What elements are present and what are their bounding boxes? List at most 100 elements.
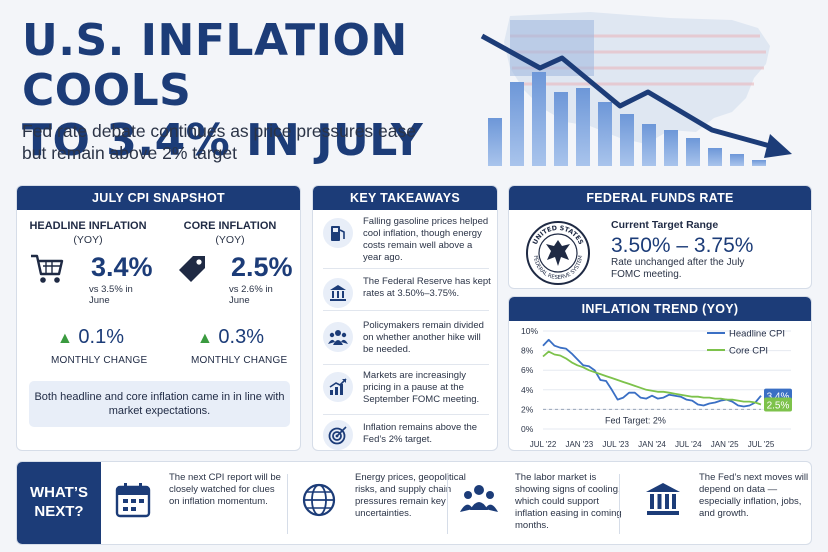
target-icon — [328, 426, 347, 445]
series-line-core — [542, 350, 762, 406]
core-inflation-card: CORE INFLATION (YOY) 2.5% vs 2.6% in Jun… — [165, 220, 295, 366]
globe-icon — [302, 483, 336, 517]
takeaway-item: Falling gasoline prices helped cool infl… — [323, 216, 493, 264]
next-item: Energy prices, geopolitical risks, and s… — [299, 472, 474, 536]
x-tick-label: JUL '23 — [602, 440, 629, 449]
headline-inflation-card: HEADLINE INFLATION (YOY) 3.4% vs 3.5% in… — [23, 220, 153, 366]
core-monthly-value: 0.3% — [218, 326, 264, 348]
whats-next-title: WHAT’S NEXT? — [17, 462, 101, 544]
takeaway-item: Inflation remains above the Fed’s 2% tar… — [323, 420, 493, 470]
inflation-trend-chart: 0% 2% 4% 6% 8% 10% JUL '22 JAN '23 JUL '23 JAN '2… — [521, 326, 792, 449]
takeaway-text: The Federal Reserve has kept rates at 3.… — [363, 276, 491, 299]
y-tick-label: 6% — [521, 365, 534, 375]
next-item: The Fed’s next moves will depend on data… — [643, 472, 818, 536]
divider — [287, 474, 288, 534]
y-tick-label: 2% — [521, 404, 534, 414]
legend-label: Core CPI — [729, 346, 768, 357]
next-item-text: The Fed’s next moves will depend on data… — [699, 472, 809, 519]
inflation-trend-panel: INFLATION TREND (YOY) 0% 2% 4% 6% 8% 10% JUL '… — [508, 296, 812, 451]
x-tick-label: JAN '24 — [638, 440, 666, 449]
title-line-2: TO 3.4% IN JULY — [22, 115, 424, 166]
core-inflation-label: CORE INFLATION — [183, 220, 277, 232]
fed-rate-label: Current Target Range — [611, 219, 719, 231]
takeaway-item: Policymakers remain divided on whether a… — [323, 320, 493, 368]
fed-rate-value: 3.50% – 3.75% — [611, 234, 754, 257]
end-value-label: 3.4% — [767, 392, 790, 403]
end-value-label: 2.5% — [767, 401, 790, 412]
headline-monthly-change: ▲ 0.1% — [57, 326, 124, 349]
up-triangle-icon: ▲ — [57, 330, 73, 347]
divider — [323, 268, 489, 269]
core-monthly-label: MONTHLY CHANGE — [191, 355, 288, 366]
subtitle-line-2: but remain above 2% target — [22, 143, 237, 163]
chart-title: INFLATION TREND — [581, 302, 699, 316]
takeaway-text: Policymakers remain divided on whether a… — [363, 320, 484, 355]
gas-pump-icon — [331, 226, 345, 241]
federal-funds-rate-title: FEDERAL FUNDS RATE — [509, 186, 811, 210]
calendar-icon — [115, 483, 151, 518]
y-tick-label: 0% — [521, 424, 534, 434]
inflation-trend-title: INFLATION TREND (YOY) — [509, 297, 811, 321]
people-icon — [328, 330, 348, 345]
x-tick-label: JAN '23 — [565, 440, 593, 449]
rising-chart-icon — [329, 378, 347, 395]
legend-label: Headline CPI — [729, 329, 785, 340]
takeaway-text: Falling gasoline prices helped cool infl… — [363, 216, 489, 263]
federal-reserve-seal-icon: UNITED STATES FEDERAL RESERVE SYSTEM — [526, 221, 590, 285]
y-tick-label: 10% — [521, 326, 538, 336]
x-tick-label: JUL '24 — [675, 440, 702, 449]
takeaway-item: Markets are increasingly pricing in a pa… — [323, 370, 493, 418]
next-item: The labor market is showing signs of coo… — [459, 472, 634, 536]
fed-rate-note: Rate unchanged after the July FOMC meeti… — [611, 257, 745, 280]
headline-inflation-sub: (YOY) — [73, 234, 103, 246]
headline-inflation-vs: vs 3.5% in June — [89, 284, 133, 306]
headline-inflation-label: HEADLINE INFLATION — [29, 220, 147, 232]
cpi-expectations-note: Both headline and core inflation came in… — [29, 381, 290, 427]
takeaway-item: The Federal Reserve has kept rates at 3.… — [323, 276, 493, 324]
whats-next-title-line-1: WHAT’S — [29, 484, 89, 501]
headline-monthly-value: 0.1% — [78, 326, 124, 348]
cpi-snapshot-title: JULY CPI SNAPSHOT — [17, 186, 300, 210]
shopping-cart-icon — [31, 254, 64, 283]
next-item-text: Energy prices, geopolitical risks, and s… — [355, 472, 466, 519]
y-tick-label: 4% — [521, 385, 534, 395]
core-inflation-value: 2.5% — [231, 252, 293, 282]
up-triangle-icon: ▲ — [197, 330, 213, 347]
end-value-badge — [764, 397, 792, 412]
core-inflation-sub: (YOY) — [215, 234, 245, 246]
divider — [619, 474, 620, 534]
y-tick-label: 8% — [521, 346, 534, 356]
divider — [323, 414, 489, 415]
next-item: The next CPI report will be closely watc… — [113, 472, 288, 536]
core-inflation-vs: vs 2.6% in June — [229, 284, 273, 306]
x-tick-label: JAN '25 — [711, 440, 739, 449]
declining-trend-arrow — [480, 33, 771, 149]
headline-inflation-value: 3.4% — [91, 252, 153, 282]
takeaway-text: Inflation remains above the Fed’s 2% tar… — [363, 422, 478, 445]
workers-icon — [460, 485, 498, 512]
federal-funds-rate-panel: FEDERAL FUNDS RATE UNITED STATES FEDERAL… — [508, 185, 812, 289]
core-monthly-change: ▲ 0.3% — [197, 326, 264, 349]
bank-icon — [646, 483, 680, 515]
page-subtitle: Fed rate debate continues as price press… — [22, 120, 442, 164]
x-tick-label: JUL '25 — [748, 440, 775, 449]
cpi-snapshot-panel: JULY CPI SNAPSHOT HEADLINE INFLATION (YO… — [16, 185, 301, 451]
divider — [323, 364, 489, 365]
divider — [447, 474, 448, 534]
x-tick-label: JUL '22 — [530, 440, 557, 449]
title-line-1: U.S. INFLATION COOLS — [22, 15, 408, 116]
whats-next-panel: WHAT’S NEXT? The next CPI report will be… — [16, 461, 812, 545]
divider — [323, 310, 489, 311]
chart-title-suffix: (YOY) — [702, 302, 739, 316]
key-takeaways-panel: KEY TAKEAWAYS Falling gasoline prices he… — [312, 185, 498, 451]
key-takeaways-title: KEY TAKEAWAYS — [313, 186, 497, 210]
takeaway-text: Markets are increasingly pricing in a pa… — [363, 370, 480, 405]
price-tag-icon — [179, 256, 205, 282]
headline-monthly-label: MONTHLY CHANGE — [51, 355, 148, 366]
fed-target-label: Fed Target: 2% — [605, 415, 666, 425]
whats-next-title-line-2: NEXT? — [34, 503, 84, 520]
page-title: U.S. INFLATION COOLS TO 3.4% IN JULY — [22, 16, 492, 166]
subtitle-line-1: Fed rate debate continues as price press… — [22, 121, 416, 141]
next-item-text: The next CPI report will be closely watc… — [169, 472, 281, 507]
us-map-declining-bars-illustration — [480, 12, 792, 166]
